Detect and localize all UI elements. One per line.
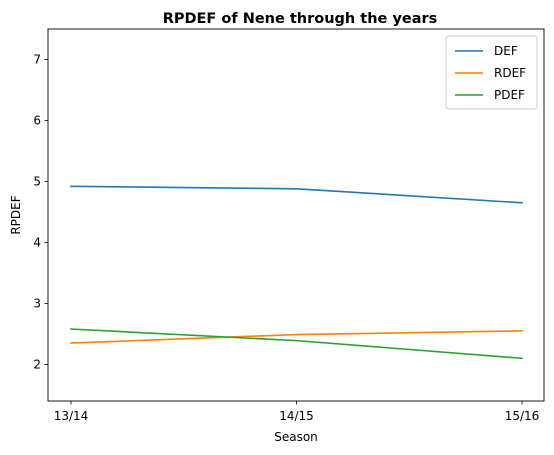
series-line-pdef: [70, 328, 523, 360]
x-tick-label: 15/16: [505, 409, 540, 423]
x-axis: 13/14 14/15 15/16: [54, 401, 540, 423]
y-tick-label: 3: [33, 297, 41, 311]
y-tick-label: 7: [33, 53, 41, 67]
series-lines: [70, 185, 523, 360]
legend-label-def: DEF: [494, 44, 518, 58]
legend-label-pdef: PDEF: [494, 88, 525, 102]
legend: DEF RDEF PDEF: [445, 35, 538, 110]
y-tick-label: 4: [33, 236, 41, 250]
y-axis-label: RPDEF: [9, 195, 23, 234]
legend-label-rdef: RDEF: [494, 66, 526, 80]
series-line-def: [70, 185, 523, 204]
x-tick-label: 13/14: [54, 409, 89, 423]
y-tick-label: 6: [33, 114, 41, 128]
series-line-rdef: [70, 330, 523, 344]
y-tick-label: 5: [33, 175, 41, 189]
chart-title: RPDEF of Nene through the years: [163, 11, 438, 27]
y-axis: 2 3 4 5 6 7: [33, 53, 48, 372]
y-tick-label: 2: [33, 358, 41, 372]
legend-box: [445, 35, 538, 110]
x-tick-label: 14/15: [279, 409, 314, 423]
x-axis-label: Season: [274, 430, 318, 444]
